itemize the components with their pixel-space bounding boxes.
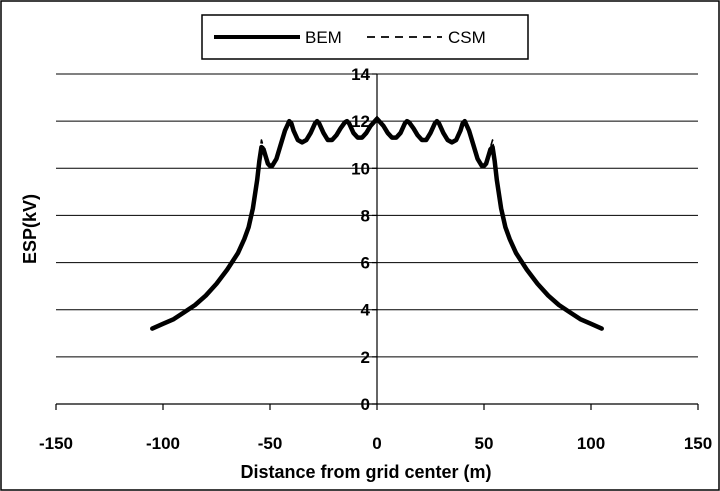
- data-series: [150, 115, 604, 331]
- y-tick-label-14: 14: [351, 65, 370, 84]
- y-tick-label-12: 12: [351, 112, 370, 131]
- x-tick-label-150: 150: [684, 434, 712, 453]
- y-axis-title: ESP(kV): [20, 194, 40, 264]
- x-tick-label-0: 0: [372, 434, 381, 453]
- x-tick-label--50: -50: [258, 434, 283, 453]
- y-tick-label-0: 0: [361, 395, 370, 414]
- y-tick-label-10: 10: [351, 159, 370, 178]
- y-tick-label-2: 2: [361, 348, 370, 367]
- axes: [55, 73, 699, 410]
- x-tick-label--100: -100: [146, 434, 180, 453]
- y-tick-label-6: 6: [361, 254, 370, 273]
- x-tick-label-50: 50: [475, 434, 494, 453]
- legend-label-bem: BEM: [305, 28, 342, 47]
- series-line-csm: [151, 115, 603, 330]
- x-axis-title: Distance from grid center (m): [240, 462, 491, 482]
- x-tick-label--150: -150: [39, 434, 73, 453]
- y-tick-label-4: 4: [361, 301, 371, 320]
- y-tick-label-8: 8: [361, 206, 370, 225]
- tick-labels: -150 -100 -50 0 50 100 150 0 2 4 6 8 10 12 14: [39, 65, 712, 453]
- legend-label-csm: CSM: [448, 28, 486, 47]
- x-tick-label-100: 100: [577, 434, 605, 453]
- legend: BEM CSM: [201, 14, 529, 60]
